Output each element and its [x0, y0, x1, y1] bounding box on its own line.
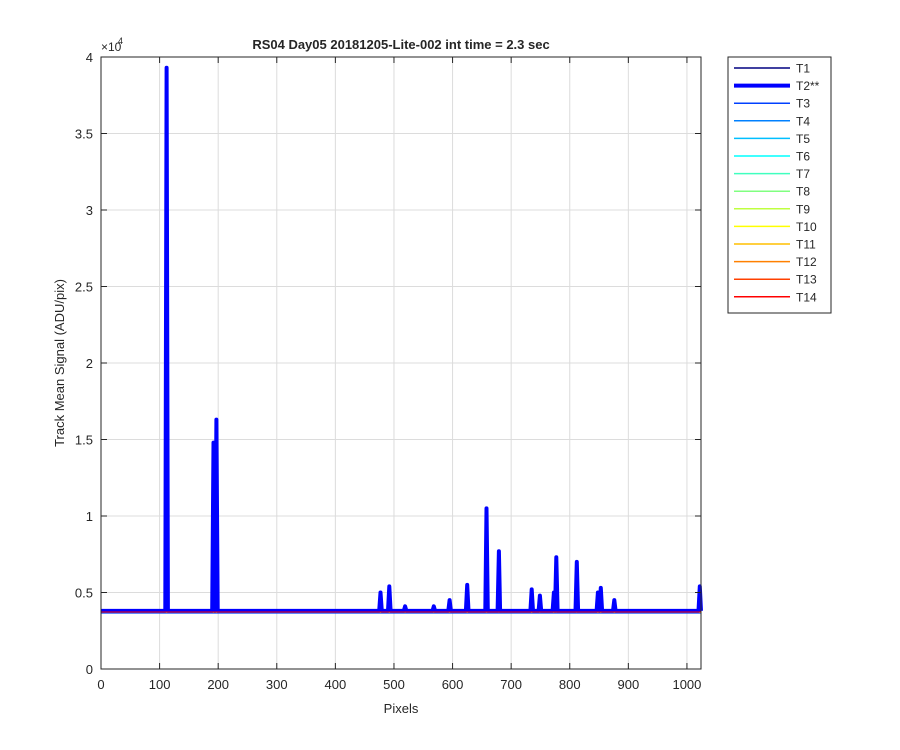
legend-label: T4 [796, 114, 810, 128]
x-tick-label: 200 [207, 677, 229, 692]
y-tick-label: 3.5 [75, 127, 93, 142]
y-exponent: ×10 4 [101, 36, 123, 54]
x-axis-label: Pixels [384, 701, 419, 716]
legend: T1 T2** T3 T4 T5 T6 T7 T8 T9 T10 T11 T12 T13 T14 [727, 56, 832, 314]
legend-label: T13 [796, 273, 817, 287]
legend-label: T9 [796, 202, 810, 216]
legend-label: T2** [796, 79, 820, 93]
x-tick-label: 900 [617, 677, 639, 692]
x-tick-label: 1000 [672, 677, 701, 692]
legend-box [727, 56, 832, 314]
legend-label: T12 [796, 255, 817, 269]
legend-label: T8 [796, 185, 810, 199]
y-tick-label: 0.5 [75, 586, 93, 601]
y-tick-label: 4 [86, 50, 93, 65]
x-tick-label: 300 [266, 677, 288, 692]
legend-label: T14 [796, 290, 817, 304]
chart-title: RS04 Day05 20181205-Lite-002 int time = … [252, 37, 549, 52]
legend-label: T7 [796, 167, 810, 181]
legend-label: T3 [796, 97, 810, 111]
y-tick-label: 0 [86, 662, 93, 677]
x-tick-label: 100 [149, 677, 171, 692]
legend-label: T10 [796, 220, 817, 234]
y-exponent-power: 4 [118, 36, 123, 46]
y-axis-label: Track Mean Signal (ADU/pix) [52, 279, 67, 447]
y-tick-label: 3 [86, 203, 93, 218]
x-tick-label: 0 [97, 677, 104, 692]
legend-label: T1 [796, 62, 810, 76]
y-tick-label: 1.5 [75, 433, 93, 448]
legend-label: T11 [796, 238, 816, 252]
trace-lines [101, 65, 703, 614]
y-tick-label: 2.5 [75, 280, 93, 295]
legend-label: T6 [796, 150, 810, 164]
legend-label: T5 [796, 132, 810, 146]
x-tick-label: 600 [442, 677, 464, 692]
trace-t2-highlight [101, 65, 703, 613]
x-tick-label: 400 [325, 677, 347, 692]
y-tick-label: 1 [86, 509, 93, 524]
axis-ticks: 0 100 200 300 400 500 600 700 800 900 1000 0 0.5 1 1.5… [75, 50, 701, 692]
y-exponent-base: ×10 [101, 40, 122, 54]
x-tick-label: 700 [500, 677, 522, 692]
x-tick-label: 500 [383, 677, 405, 692]
y-tick-label: 2 [86, 356, 93, 371]
x-tick-label: 800 [559, 677, 581, 692]
